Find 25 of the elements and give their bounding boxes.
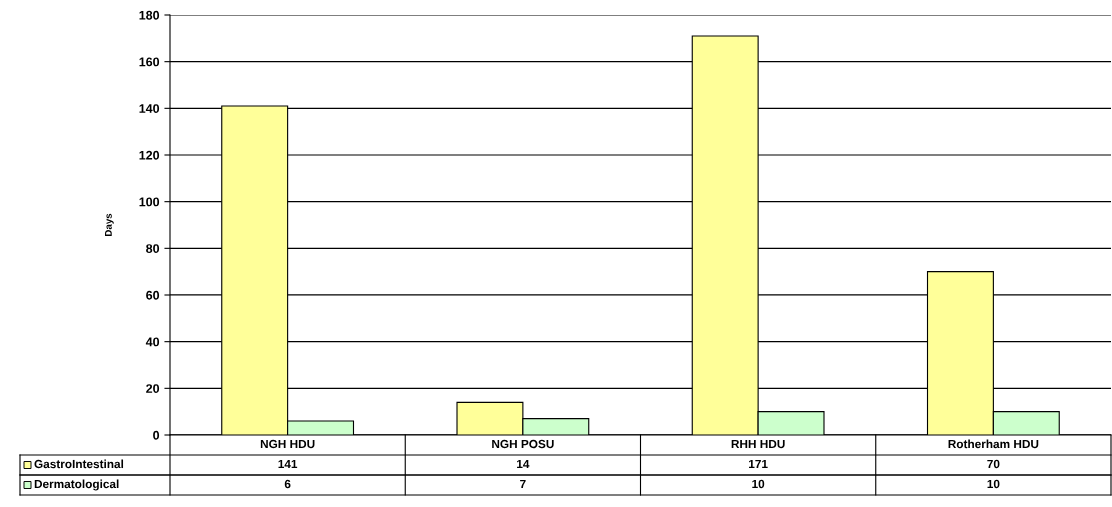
legend-label: Dermatological [34, 479, 119, 491]
data-label: 7 [520, 479, 526, 489]
y-tick-label: 180 [139, 10, 160, 20]
x-tick-label: RHH HDU [731, 439, 785, 449]
y-tick-label: 0 [153, 430, 160, 440]
legend-label: GastroIntestinal [34, 459, 124, 469]
data-label: 141 [278, 459, 298, 469]
y-tick-label: 120 [139, 150, 160, 160]
data-label: 171 [749, 459, 768, 469]
y-tick-label: 80 [146, 244, 160, 253]
y-tick-label: 60 [146, 290, 160, 300]
x-tick-label: NGH POSU [492, 439, 554, 449]
data-label: 6 [284, 479, 291, 489]
data-label: 10 [752, 479, 765, 489]
y-tick-label: 40 [145, 337, 160, 347]
y-tick-label: 160 [139, 57, 160, 67]
y-axis-title: Days [105, 213, 114, 236]
data-label: 14 [517, 459, 530, 469]
x-tick-label: NGH HDU [260, 439, 315, 449]
x-tick-label: Rotherham HDU [948, 439, 1039, 449]
y-tick-label: 140 [139, 104, 160, 113]
data-label: 10 [987, 479, 1000, 489]
data-label: 70 [987, 459, 1000, 469]
y-tick-label: 20 [146, 384, 160, 393]
y-tick-label: 100 [139, 197, 160, 207]
